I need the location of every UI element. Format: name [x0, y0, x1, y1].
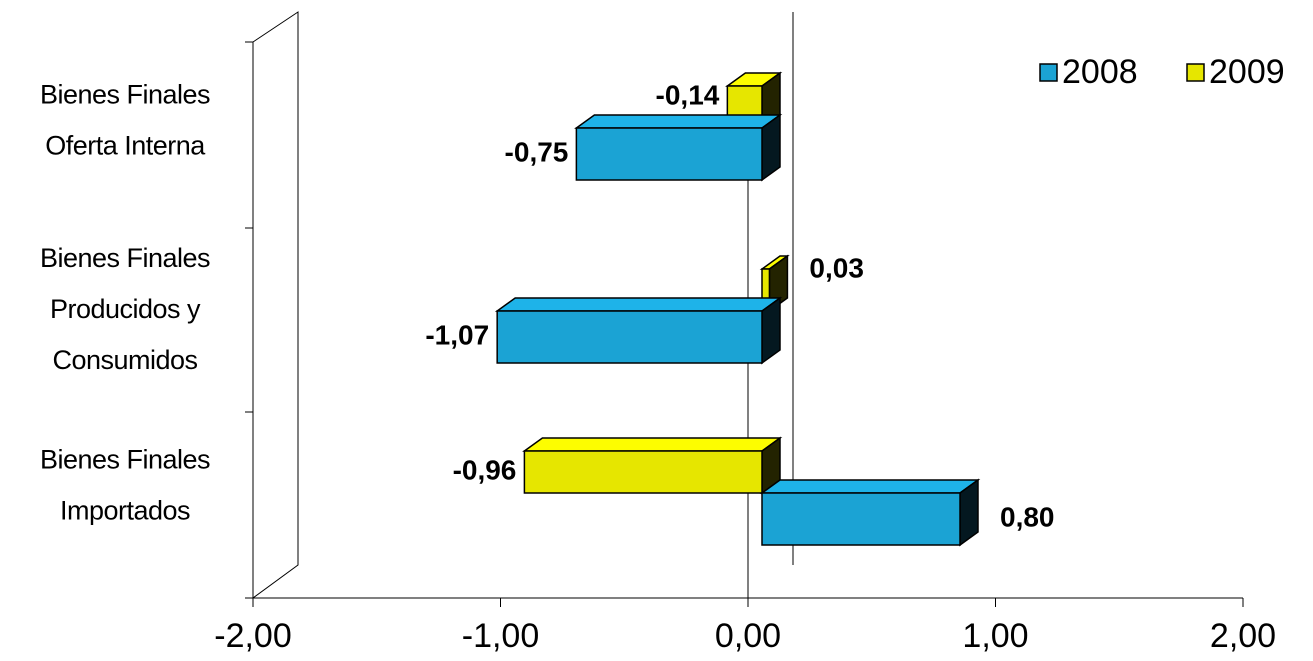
data-label: 0,80	[1000, 501, 1055, 532]
bar-front	[523, 450, 763, 494]
data-label: 0,03	[809, 252, 864, 283]
bar-top	[759, 479, 981, 494]
y-tick-label: Bienes Finales Producidos y Consumidos	[40, 243, 210, 375]
bar	[522, 436, 783, 495]
side-wall	[252, 11, 299, 599]
legend-label: 2008	[1062, 53, 1138, 91]
data-label: -0,14	[656, 79, 720, 110]
y-tick-label: Bienes Finales Oferta Interna	[40, 80, 210, 161]
x-tick-label: 2,00	[1210, 617, 1276, 655]
bar-front	[496, 310, 763, 364]
data-label: -1,07	[425, 319, 489, 350]
data-label: -0,96	[453, 454, 517, 485]
bar	[759, 478, 981, 547]
bar-top	[522, 437, 783, 452]
y-tick-label: Bienes Finales Importados	[40, 445, 210, 526]
bar-front	[761, 492, 961, 546]
x-tick-label: 0,00	[715, 617, 781, 655]
bar	[494, 296, 783, 365]
bar-top	[574, 114, 783, 129]
data-label: -0,75	[505, 136, 569, 167]
legend-swatch	[1039, 63, 1058, 82]
x-tick-label: -1,00	[462, 617, 540, 655]
bar-front	[575, 127, 763, 181]
bar	[574, 113, 783, 182]
legend-label: 2009	[1209, 53, 1285, 91]
bar-top	[494, 297, 783, 312]
x-tick-label: 1,00	[962, 617, 1028, 655]
x-tick-label: -2,00	[214, 617, 292, 655]
legend-swatch	[1186, 63, 1205, 82]
